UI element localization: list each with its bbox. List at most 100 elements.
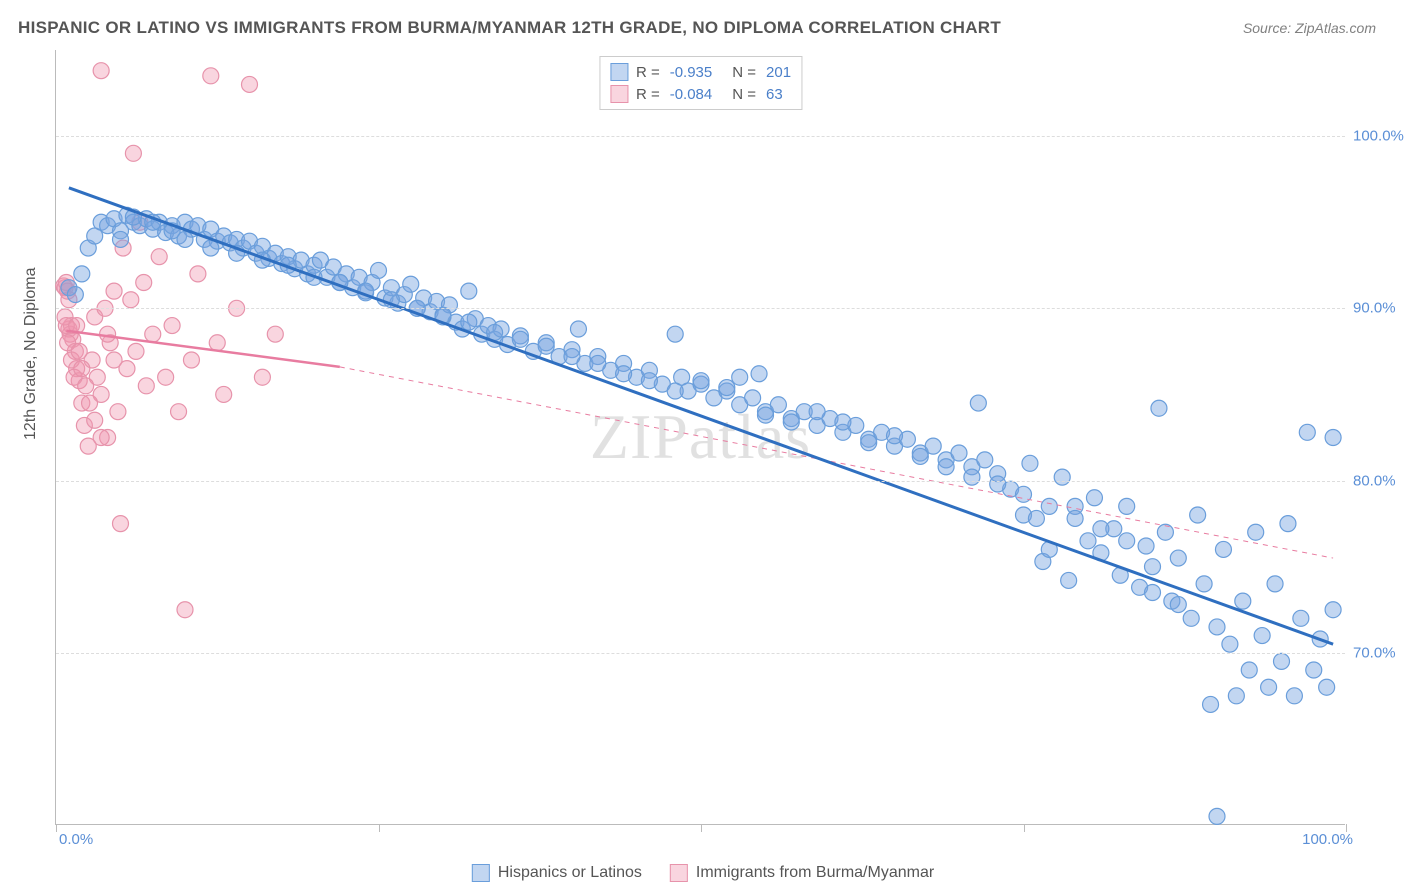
data-point — [100, 326, 116, 342]
legend-swatch-pink — [670, 864, 688, 882]
data-point — [1196, 576, 1212, 592]
r-label: R = — [636, 64, 660, 81]
data-point — [171, 404, 187, 420]
gridline-h — [56, 308, 1345, 309]
data-point — [113, 516, 129, 532]
data-point — [719, 380, 735, 396]
data-point — [209, 335, 225, 351]
data-point — [128, 343, 144, 359]
data-point — [512, 331, 528, 347]
data-point — [1054, 469, 1070, 485]
data-point — [693, 373, 709, 389]
r-value-blue: -0.935 — [670, 64, 713, 81]
data-point — [751, 366, 767, 382]
data-point — [1183, 610, 1199, 626]
r-value-pink: -0.084 — [670, 86, 713, 103]
data-point — [1215, 541, 1231, 557]
data-point — [461, 283, 477, 299]
source-text: Source: ZipAtlas.com — [1243, 20, 1376, 36]
data-point — [861, 435, 877, 451]
data-point — [1170, 597, 1186, 613]
legend-label-pink: Immigrants from Burma/Myanmar — [696, 864, 934, 882]
data-point — [809, 404, 825, 420]
data-point — [74, 266, 90, 282]
data-point — [183, 352, 199, 368]
data-point — [1248, 524, 1264, 540]
data-point — [1254, 628, 1270, 644]
data-point — [106, 352, 122, 368]
data-point — [964, 469, 980, 485]
data-point — [667, 383, 683, 399]
data-point — [125, 145, 141, 161]
x-tick — [56, 824, 57, 832]
data-point — [1157, 524, 1173, 540]
data-point — [164, 318, 180, 334]
n-label: N = — [732, 64, 756, 81]
data-point — [1145, 559, 1161, 575]
data-point — [1306, 662, 1322, 678]
data-point — [938, 459, 954, 475]
data-point — [1151, 400, 1167, 416]
data-point — [912, 448, 928, 464]
data-point — [93, 63, 109, 79]
data-point — [138, 378, 154, 394]
data-point — [93, 430, 109, 446]
data-point — [990, 476, 1006, 492]
data-point — [82, 395, 98, 411]
data-point — [538, 338, 554, 354]
y-tick-label: 70.0% — [1353, 644, 1406, 661]
data-point — [1325, 602, 1341, 618]
n-value-blue: 201 — [766, 64, 791, 81]
data-point — [758, 407, 774, 423]
data-point — [203, 68, 219, 84]
y-tick-label: 80.0% — [1353, 472, 1406, 489]
data-point — [1286, 688, 1302, 704]
data-point — [1119, 533, 1135, 549]
data-point — [1067, 510, 1083, 526]
legend-series: Hispanics or Latinos Immigrants from Bur… — [472, 864, 934, 882]
data-point — [835, 414, 851, 430]
data-point — [78, 378, 94, 394]
data-point — [1119, 498, 1135, 514]
legend-swatch-blue — [610, 63, 628, 81]
x-tick — [701, 824, 702, 832]
n-value-pink: 63 — [766, 86, 783, 103]
legend-label-blue: Hispanics or Latinos — [498, 864, 642, 882]
data-point — [158, 369, 174, 385]
data-point — [1209, 808, 1225, 824]
data-point — [1170, 550, 1186, 566]
data-point — [1228, 688, 1244, 704]
trend-line — [340, 367, 1333, 558]
data-point — [1028, 510, 1044, 526]
legend-row-pink: R = -0.084 N = 63 — [610, 83, 791, 105]
data-point — [745, 390, 761, 406]
data-point — [71, 343, 87, 359]
data-point — [1241, 662, 1257, 678]
data-point — [732, 369, 748, 385]
trend-line — [69, 188, 1333, 644]
gridline-h — [56, 136, 1345, 137]
legend-row-blue: R = -0.935 N = 201 — [610, 61, 791, 83]
legend-item-pink: Immigrants from Burma/Myanmar — [670, 864, 934, 882]
data-point — [641, 373, 657, 389]
data-point — [1319, 679, 1335, 695]
data-point — [1293, 610, 1309, 626]
data-point — [216, 386, 232, 402]
x-tick — [1024, 824, 1025, 832]
x-axis-end-label: 100.0% — [1302, 831, 1353, 848]
chart-title: HISPANIC OR LATINO VS IMMIGRANTS FROM BU… — [18, 18, 1001, 38]
data-point — [106, 283, 122, 299]
data-point — [151, 249, 167, 265]
data-point — [970, 395, 986, 411]
data-point — [887, 428, 903, 444]
data-point — [87, 412, 103, 428]
data-point — [1203, 696, 1219, 712]
data-point — [1086, 490, 1102, 506]
legend-swatch-pink — [610, 85, 628, 103]
plot-area: ZIPatlas R = -0.935 N = 201 R = -0.084 N… — [55, 50, 1345, 825]
data-point — [1209, 619, 1225, 635]
y-tick-label: 90.0% — [1353, 300, 1406, 317]
legend-item-blue: Hispanics or Latinos — [472, 864, 642, 882]
y-axis-title: 12th Grade, No Diploma — [22, 267, 40, 440]
data-point — [1080, 533, 1096, 549]
